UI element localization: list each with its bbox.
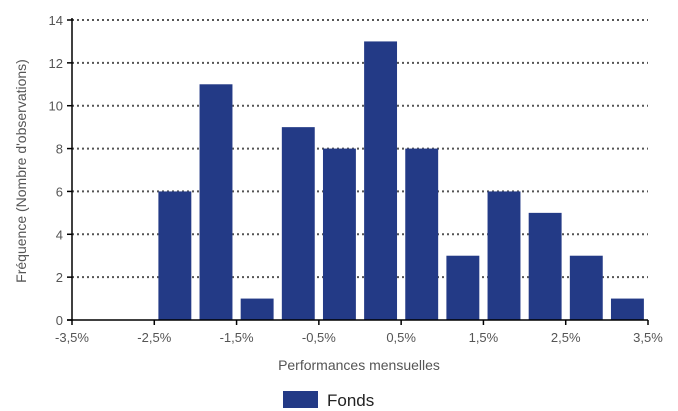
y-tick-label: 12 <box>49 56 63 71</box>
y-tick-label: 0 <box>56 313 63 328</box>
x-tick-label: 2,5% <box>551 330 581 345</box>
x-tick-label: 3,5% <box>633 330 663 345</box>
x-tick-label: -2,5% <box>137 330 171 345</box>
x-tick-label: -3,5% <box>55 330 89 345</box>
y-tick-label: 8 <box>56 142 63 157</box>
x-tick-labels: -3,5% -2,5% -1,5% -0,5% 0,5% 1,5% 2,5% 3,5% <box>55 330 663 345</box>
bar <box>528 212 562 320</box>
bar <box>364 41 398 321</box>
legend-label: Fonds <box>327 391 374 410</box>
y-tick-label: 2 <box>56 270 63 285</box>
bar <box>240 298 274 320</box>
legend: Fonds <box>283 391 374 410</box>
bar <box>322 148 356 320</box>
y-tick-label: 6 <box>56 184 63 199</box>
y-tick-label: 14 <box>49 13 63 28</box>
x-tick-label: -1,5% <box>220 330 254 345</box>
y-tick-labels: 0 2 4 6 8 10 12 14 <box>49 13 63 328</box>
bar <box>199 84 233 321</box>
bar <box>610 298 644 320</box>
bar <box>487 191 521 320</box>
legend-swatch <box>283 391 318 408</box>
bar <box>405 148 439 320</box>
bars <box>158 41 644 321</box>
y-axis-title: Fréquence (Nombre d'observations) <box>13 59 29 283</box>
axes <box>67 18 649 325</box>
x-axis-title: Performances mensuelles <box>278 357 440 373</box>
bar <box>446 255 480 320</box>
bar <box>569 255 603 320</box>
x-tick-label: 1,5% <box>469 330 499 345</box>
bar <box>281 127 315 321</box>
y-tick-label: 10 <box>49 99 63 114</box>
x-tick-label: 0,5% <box>386 330 416 345</box>
x-tick-label: -0,5% <box>302 330 336 345</box>
bar <box>158 191 192 320</box>
y-tick-label: 4 <box>56 227 63 242</box>
